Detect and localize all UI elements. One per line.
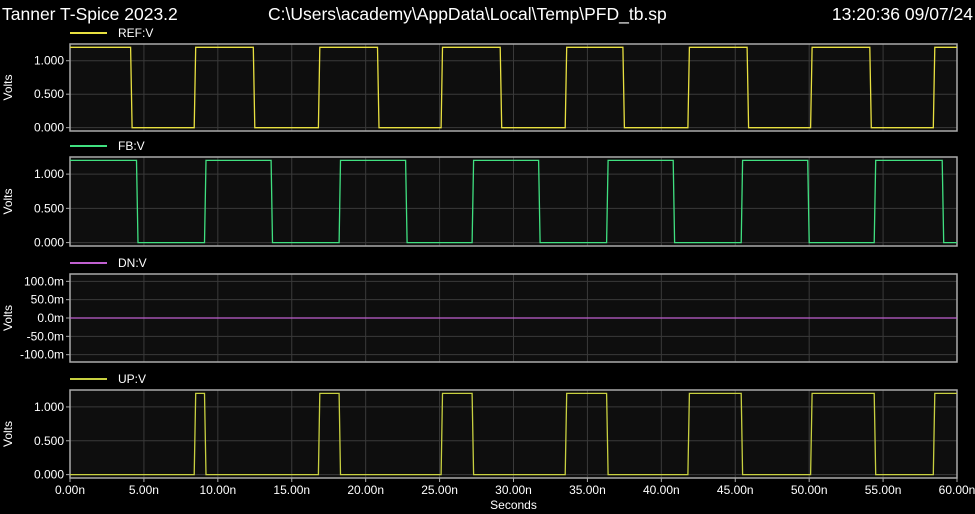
x-tick-label: 35.00n — [569, 483, 606, 497]
x-tick-label: 60.00n — [939, 483, 975, 497]
y-tick-label: 1.000 — [34, 54, 64, 68]
plot-frame — [69, 43, 958, 132]
x-tick-label: 10.00n — [199, 483, 236, 497]
x-tick-label: 15.00n — [273, 483, 310, 497]
app-title: Tanner T-Spice 2023.2 — [2, 4, 178, 24]
legend-label[interactable]: UP:V — [118, 372, 146, 386]
y-axis-label: Volts — [1, 74, 15, 100]
y-tick-label: 100.0m — [24, 274, 64, 288]
x-tick-label: 20.00n — [347, 483, 384, 497]
x-tick-label: 5.00n — [129, 483, 159, 497]
y-tick-label: 0.0m — [37, 311, 64, 325]
y-tick-label: 0.500 — [34, 201, 64, 215]
legend-label[interactable]: REF:V — [118, 26, 153, 40]
x-tick-label: 45.00n — [717, 483, 754, 497]
waveform-up[interactable] — [70, 392, 957, 476]
x-tick-label: 40.00n — [643, 483, 680, 497]
y-axis-label: Volts — [1, 305, 15, 331]
x-tick-label: 30.00n — [495, 483, 532, 497]
plot-frame — [69, 156, 958, 247]
x-axis-label: Seconds — [490, 498, 537, 512]
file-path: C:\Users\academy\AppData\Local\Temp\PFD_… — [268, 4, 667, 24]
y-tick-label: -50.0m — [27, 329, 64, 343]
legend-label[interactable]: DN:V — [118, 256, 147, 270]
x-tick-label: 55.00n — [865, 483, 902, 497]
x-tick-label: 0.00n — [55, 483, 85, 497]
y-tick-label: 0.000 — [34, 236, 64, 250]
legend-label[interactable]: FB:V — [118, 139, 145, 153]
y-tick-label: 0.500 — [34, 87, 64, 101]
y-tick-label: 0.500 — [34, 434, 64, 448]
y-axis-label: Volts — [1, 421, 15, 447]
y-tick-label: -100.0m — [20, 348, 64, 362]
waveform-fb[interactable] — [70, 159, 957, 244]
y-tick-label: 0.000 — [34, 468, 64, 482]
y-axis-label: Volts — [1, 188, 15, 214]
y-tick-label: 1.000 — [34, 400, 64, 414]
timestamp: 13:20:36 09/07/24 — [831, 4, 973, 24]
x-tick-label: 25.00n — [421, 483, 458, 497]
waveform-ref[interactable] — [70, 46, 957, 129]
y-tick-label: 50.0m — [31, 293, 64, 307]
y-tick-label: 0.000 — [34, 121, 64, 135]
y-tick-label: 1.000 — [34, 167, 64, 181]
x-tick-label: 50.00n — [791, 483, 828, 497]
